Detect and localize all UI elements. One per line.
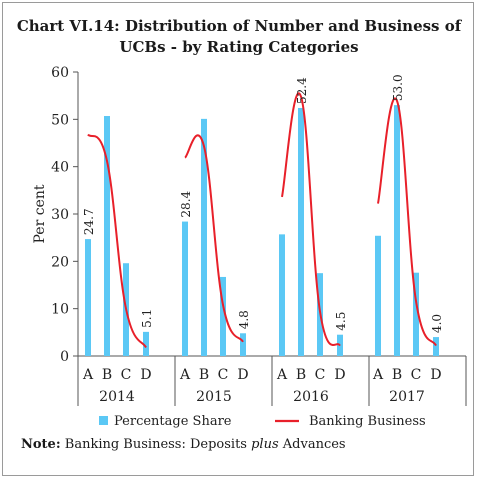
y-tick-label: 40 [51, 160, 69, 176]
x-year-label: 2017 [389, 389, 425, 405]
banking-business-line-2017 [377, 97, 437, 347]
bar-2017-C [413, 272, 419, 356]
bar-2014-D [143, 331, 149, 356]
data-label-2017-B: 53.0 [391, 74, 405, 101]
x-category-label: D [140, 367, 151, 383]
y-tick-label: 0 [60, 349, 69, 365]
x-year-label: 2015 [196, 389, 232, 405]
note-text-after: Advances [278, 437, 346, 452]
x-category-label: C [315, 367, 326, 383]
x-year-label: 2014 [99, 389, 135, 405]
bar-2017-A [375, 235, 381, 356]
data-label-2014-D: 5.1 [140, 309, 154, 328]
banking-business-line-2016 [281, 92, 341, 347]
chart-title-line-2: UCBs - by Rating Categories [119, 38, 359, 56]
data-label-2015-D: 4.8 [237, 310, 251, 329]
x-category-label: A [276, 367, 288, 383]
x-category-label: A [179, 367, 191, 383]
banking-business-line-2014 [87, 133, 147, 349]
x-category-label: C [121, 367, 132, 383]
x-category-label: B [296, 367, 306, 383]
legend-label-percentage-share: Percentage Share [114, 414, 232, 429]
x-category-label: D [237, 367, 248, 383]
x-category-label: B [199, 367, 209, 383]
x-category-label: D [334, 367, 345, 383]
x-category-label: A [82, 367, 94, 383]
x-category-label: A [372, 367, 384, 383]
banking-business-line-2015 [184, 134, 244, 343]
x-year-label: 2016 [293, 389, 329, 405]
legend-label-banking-business: Banking Business [309, 414, 426, 429]
chart-note: Note: Banking Business: Deposits plus Ad… [21, 437, 346, 452]
bar-2015-A [182, 221, 188, 356]
data-label-2017-D: 4.0 [430, 314, 444, 333]
bar-2015-D [240, 333, 246, 356]
y-tick-label: 50 [51, 112, 69, 128]
bar-2016-A [279, 234, 285, 356]
bar-2015-B [201, 118, 207, 356]
bar-2015-C [220, 276, 226, 356]
note-text-italic: plus [251, 437, 279, 452]
note-label: Note: [21, 437, 61, 452]
bar-2016-B [298, 107, 304, 357]
y-axis-label: Per cent [32, 184, 48, 243]
data-label-2016-B: 52.4 [295, 77, 309, 104]
data-label-2014-A: 24.7 [82, 208, 96, 235]
note-text-before: Banking Business: Deposits [60, 437, 252, 452]
data-label-2016-D: 4.5 [334, 312, 348, 331]
bar-2017-D [433, 337, 439, 356]
y-tick-label: 20 [51, 254, 69, 270]
chart-title-line-1: Chart VI.14: Distribution of Number and … [16, 17, 462, 35]
y-tick-label: 10 [51, 302, 69, 318]
x-category-label: C [411, 367, 422, 383]
x-category-label: C [218, 367, 229, 383]
x-category-label: B [392, 367, 402, 383]
y-tick-label: 30 [51, 207, 69, 223]
data-label-2015-A: 28.4 [179, 190, 193, 217]
bar-2014-A [85, 239, 91, 356]
x-category-label: B [102, 367, 112, 383]
y-tick-label: 60 [51, 65, 69, 81]
x-category-label: D [430, 367, 441, 383]
legend-swatch-percentage-share [99, 416, 108, 425]
bar-2017-B [394, 105, 400, 356]
bar-2014-B [104, 116, 110, 357]
